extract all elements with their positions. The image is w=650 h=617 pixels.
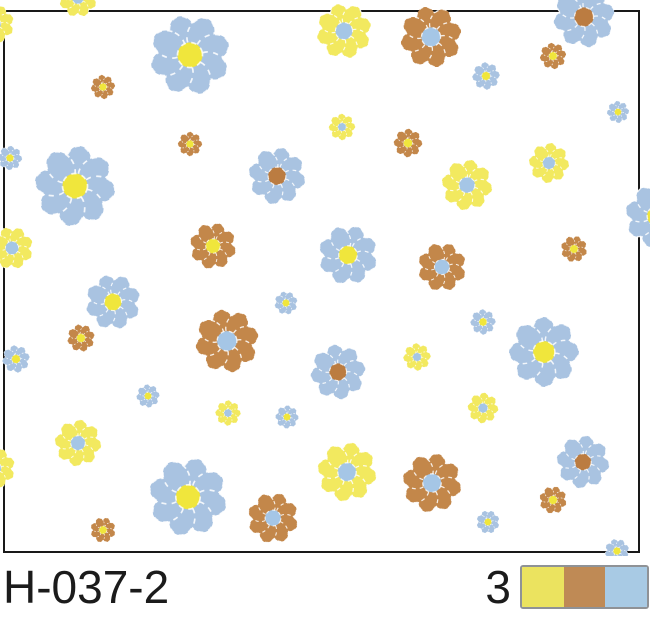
flower (0, 5, 14, 43)
flower (402, 453, 462, 513)
flower (54, 419, 102, 467)
flower (85, 274, 141, 330)
color-swatch-strip (520, 564, 649, 609)
flower (528, 142, 570, 184)
swatch-yellow (522, 566, 564, 607)
flower (319, 226, 377, 284)
flower (393, 128, 423, 158)
flower (310, 344, 366, 400)
flower (0, 227, 33, 269)
swatch-blue (605, 566, 647, 607)
flower (553, 0, 615, 48)
flower (328, 113, 356, 141)
flower (148, 457, 228, 537)
flower (2, 345, 30, 373)
flower (625, 186, 650, 248)
flower (189, 222, 237, 270)
flower (34, 145, 116, 227)
flower (177, 131, 203, 157)
flower (214, 399, 242, 427)
flower (441, 159, 493, 211)
flower-pattern (0, 0, 650, 556)
flower (90, 74, 116, 100)
flower (604, 538, 630, 556)
flower (248, 493, 298, 543)
flower (471, 61, 501, 91)
flower (150, 15, 230, 95)
flower (467, 392, 499, 424)
pattern-border (3, 10, 640, 553)
flower (274, 291, 298, 315)
colorway-group: 3 (485, 564, 649, 610)
flower (606, 100, 630, 124)
flower (508, 316, 580, 388)
flower (90, 517, 116, 543)
flower (418, 243, 466, 291)
flower (317, 442, 377, 502)
flower (59, 0, 97, 17)
flower (476, 510, 500, 534)
swatch-brown (563, 566, 606, 607)
colorway-number: 3 (485, 560, 511, 613)
flower (539, 486, 567, 514)
flower (400, 6, 462, 68)
flower (316, 3, 372, 59)
flower (67, 324, 95, 352)
pattern-preview (0, 0, 650, 556)
label-bar: H-037-2 3 (0, 556, 650, 617)
flower (136, 384, 160, 408)
flower (275, 405, 299, 429)
flower (0, 145, 23, 171)
flower (195, 309, 259, 373)
flower (402, 342, 432, 372)
product-code: H-037-2 (3, 560, 170, 613)
flower (560, 235, 588, 263)
flower (0, 448, 15, 488)
flower (469, 308, 497, 336)
flower (248, 147, 306, 205)
flower (556, 435, 610, 489)
flower (539, 42, 567, 70)
